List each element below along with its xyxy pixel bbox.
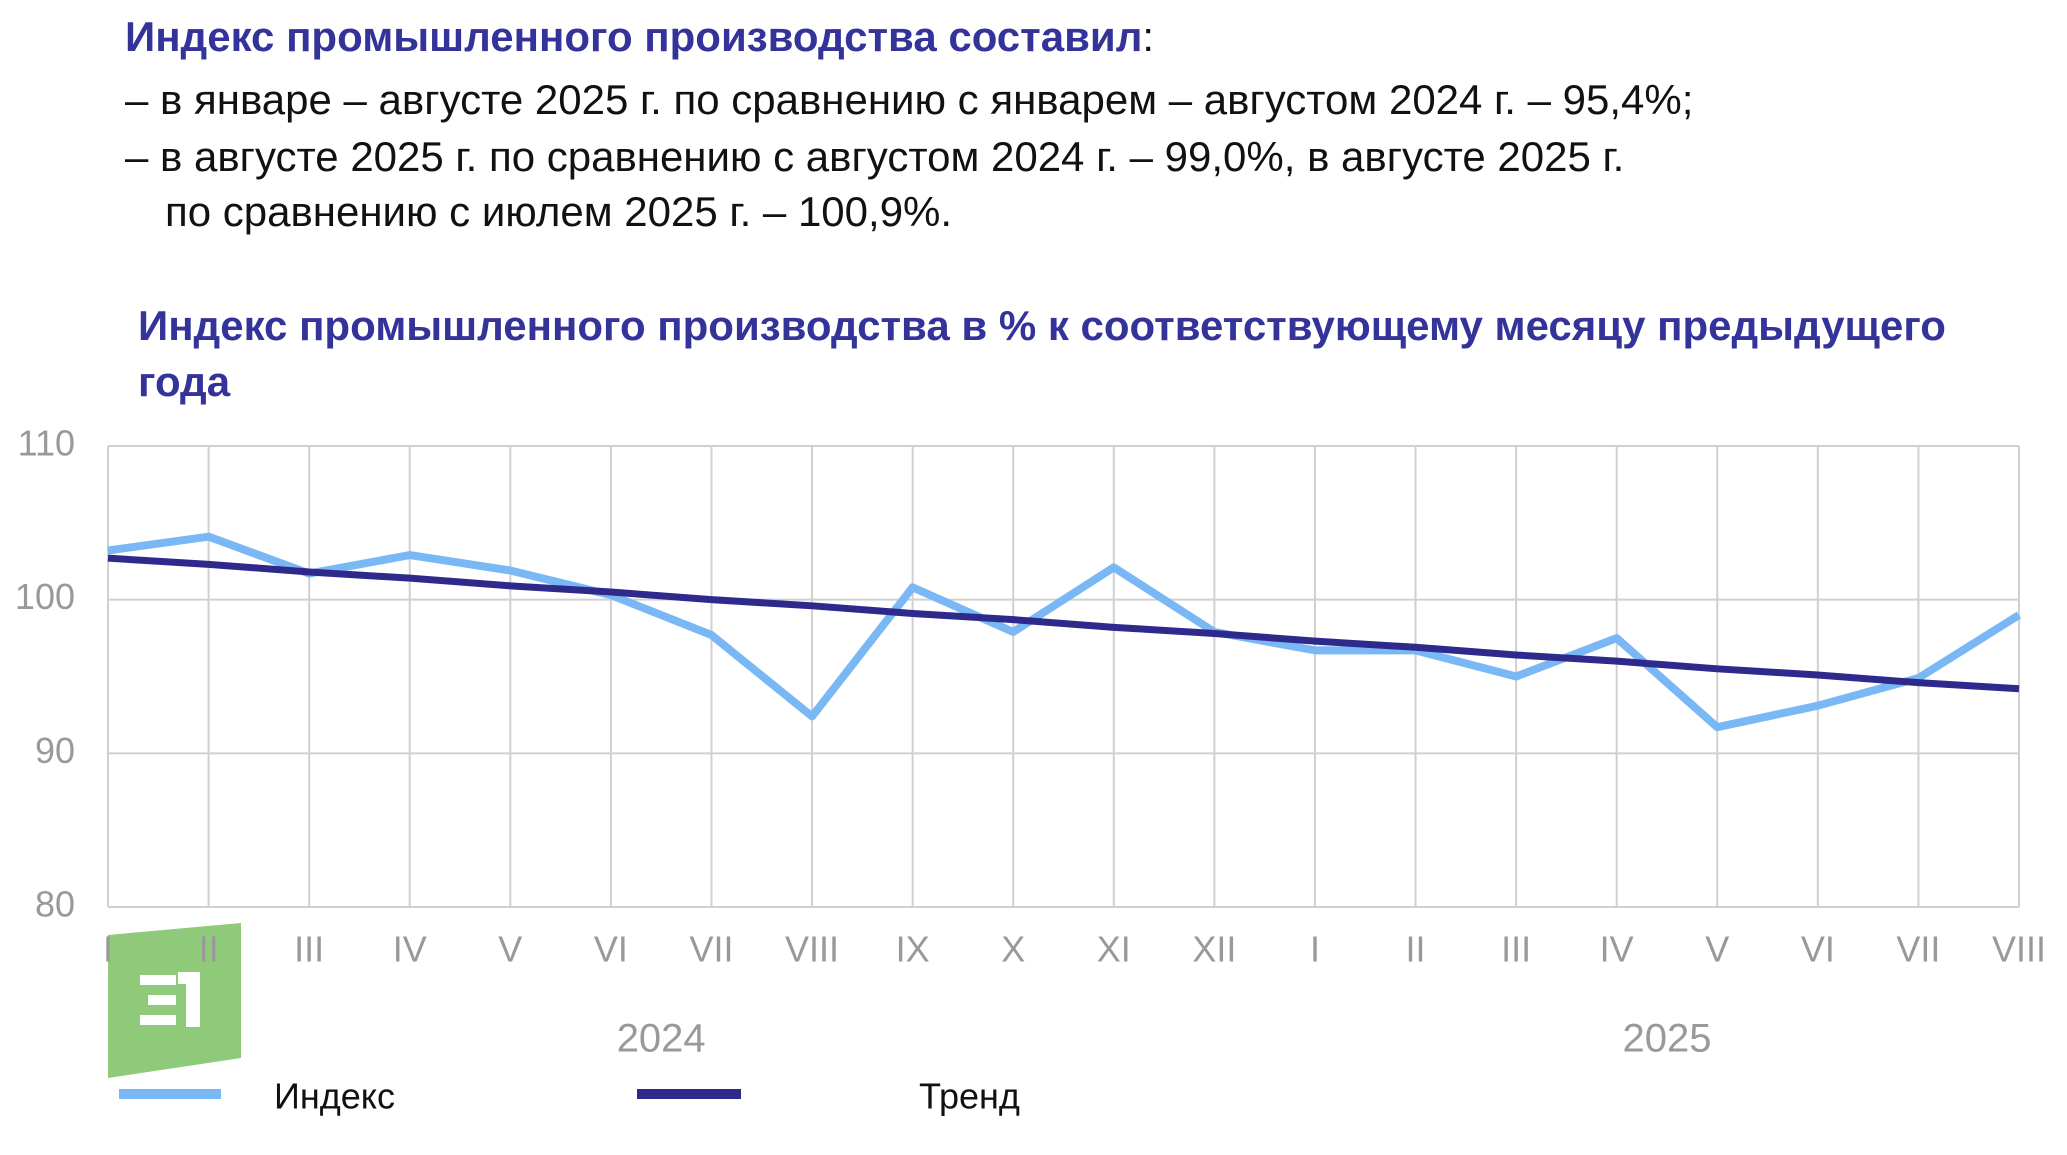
x-tick-label: VII bbox=[1896, 929, 1940, 970]
logo bbox=[108, 923, 241, 1078]
x-tick-label: XII bbox=[1192, 929, 1236, 970]
legend-label: Тренд bbox=[919, 1076, 1020, 1117]
header-title-line: Индекс промышленного производства состав… bbox=[125, 16, 1154, 58]
y-tick-label: 100 bbox=[15, 576, 75, 617]
line-series bbox=[107, 554, 2020, 693]
chart-title: Индекс промышленного производства в % к … bbox=[138, 302, 1946, 405]
x-tick-label: XI bbox=[1097, 929, 1131, 970]
header-title: Индекс промышленного производства состав… bbox=[125, 13, 1143, 60]
x-tick-label: VI bbox=[1801, 929, 1835, 970]
x-tick-label: I bbox=[103, 929, 113, 970]
x-group-label: 2025 bbox=[1622, 1017, 1711, 1061]
y-tick-label: 80 bbox=[35, 884, 75, 925]
x-tick-label: VIII bbox=[785, 929, 839, 970]
x-tick-label: II bbox=[199, 929, 219, 970]
line-series bbox=[107, 532, 2022, 732]
x-tick-label: X bbox=[1001, 929, 1025, 970]
x-tick-label: VII bbox=[689, 929, 733, 970]
legend-label: Индекс bbox=[274, 1076, 395, 1117]
header-line: по сравнению с июлем 2025 г. – 100,9%. bbox=[165, 188, 953, 235]
x-tick-label: II bbox=[1406, 929, 1426, 970]
x-tick-label: IX bbox=[896, 929, 930, 970]
y-tick-label: 90 bbox=[35, 730, 75, 771]
header-line: – в январе – августе 2025 г. по сравнени… bbox=[125, 76, 1694, 123]
x-tick-label: III bbox=[1501, 929, 1531, 970]
x-tick-label: V bbox=[498, 929, 522, 970]
x-group-label: 2024 bbox=[617, 1017, 706, 1061]
x-tick-label: IV bbox=[1600, 929, 1634, 970]
x-tick-label: III bbox=[294, 929, 324, 970]
header-line: – в августе 2025 г. по сравнению с авгус… bbox=[125, 133, 1625, 180]
y-tick-label: 110 bbox=[18, 423, 75, 464]
x-tick-label: VIII bbox=[1992, 929, 2046, 970]
x-tick-label: V bbox=[1705, 929, 1729, 970]
x-tick-label: IV bbox=[393, 929, 427, 970]
header-title-suffix: : bbox=[1142, 13, 1155, 60]
x-tick-label: VI bbox=[594, 929, 628, 970]
x-tick-label: I bbox=[1310, 929, 1320, 970]
